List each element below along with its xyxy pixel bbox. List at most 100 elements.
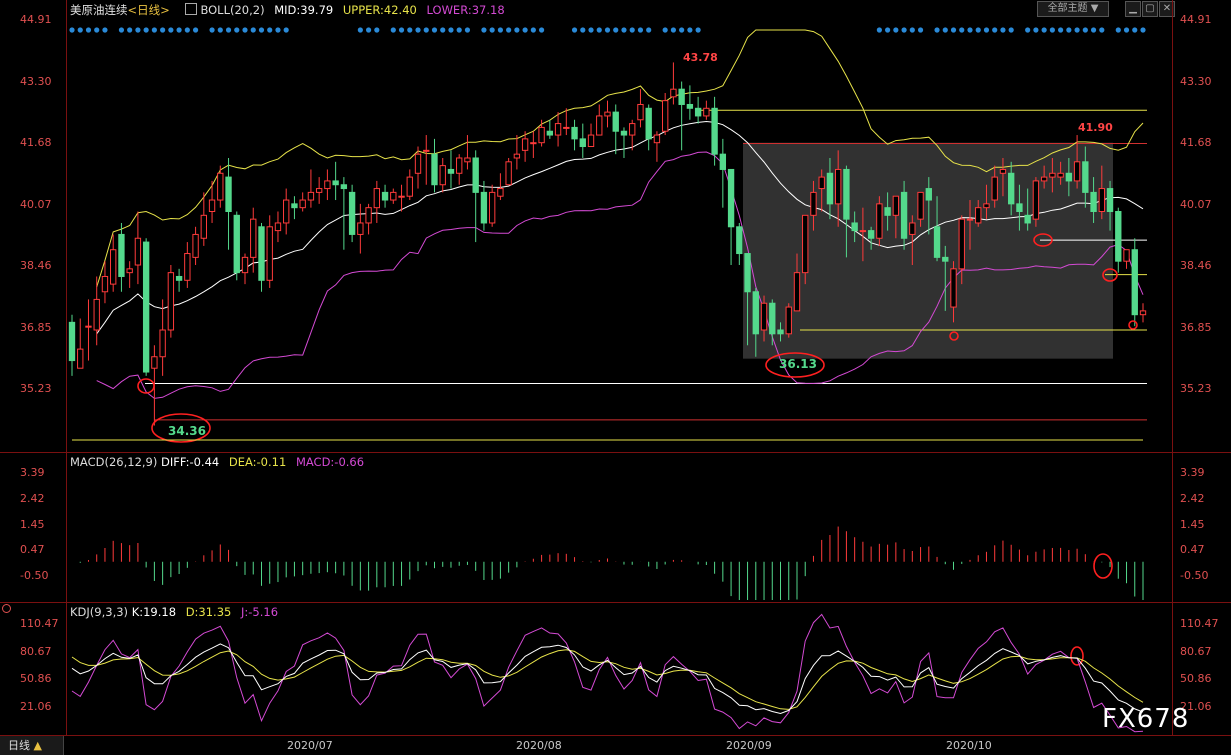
candle	[876, 196, 883, 246]
candle-body	[332, 180, 339, 186]
candle	[917, 191, 924, 227]
candle-body	[950, 268, 957, 308]
candle	[752, 287, 759, 357]
signal-dot	[431, 27, 438, 33]
candle	[661, 93, 669, 136]
candle-body	[1065, 172, 1073, 182]
candle-body	[266, 226, 273, 281]
signal-dot	[604, 27, 611, 33]
candle	[1073, 135, 1081, 189]
candle-body	[975, 207, 982, 224]
candle-body	[563, 126, 570, 129]
candle	[612, 104, 619, 155]
candle-body	[505, 161, 512, 186]
signal-dot	[1025, 27, 1031, 33]
kdj-j-line	[71, 613, 1144, 733]
candle-body	[250, 218, 257, 258]
signal-dot	[365, 27, 372, 33]
candle-body	[1032, 180, 1040, 220]
candle-body	[414, 153, 422, 174]
candle-body	[884, 207, 891, 216]
candle-body	[1082, 161, 1089, 193]
candle	[1049, 157, 1056, 193]
candle	[348, 184, 356, 243]
boll-lower-line	[96, 151, 1144, 399]
candle-body	[1024, 214, 1031, 224]
signal-dot	[192, 27, 199, 33]
candle	[480, 180, 488, 231]
period-tab[interactable]: 日线 ▲	[0, 736, 64, 755]
close-icon: ✕	[1162, 3, 1172, 14]
candle-body	[670, 88, 677, 98]
signal-dot	[242, 27, 248, 33]
candle-body	[447, 168, 455, 174]
candle-body	[1016, 203, 1023, 212]
signal-dot	[1140, 27, 1146, 33]
theme-selector[interactable]: 全部主题 ▼	[1037, 1, 1109, 17]
candle-body	[233, 214, 240, 274]
candle-body	[554, 123, 562, 136]
signal-dot	[1132, 27, 1138, 33]
candle	[834, 150, 842, 227]
candle	[258, 222, 265, 292]
candle-body	[1115, 210, 1122, 262]
candle	[291, 196, 298, 220]
signal-dot	[423, 27, 429, 33]
candle	[843, 165, 850, 258]
candle	[950, 261, 957, 323]
marker-ellipse-low1	[151, 413, 211, 443]
candle	[439, 157, 446, 193]
signal-dot	[77, 27, 83, 33]
candle-body	[68, 321, 76, 362]
candle	[299, 192, 306, 212]
signal-dot	[1033, 27, 1039, 33]
signal-dot	[967, 27, 973, 33]
signal-dot	[1000, 27, 1006, 33]
restore-button[interactable]: ▢	[1142, 1, 1158, 17]
candle-body	[752, 291, 759, 335]
candle-body	[464, 157, 471, 163]
candle-body	[876, 203, 883, 239]
kdj-k: K:19.18	[131, 605, 177, 619]
candle-body	[1131, 249, 1138, 316]
candle-body	[184, 253, 191, 281]
candle-body	[703, 107, 710, 117]
candle	[1057, 161, 1064, 185]
signal-dot	[1058, 27, 1064, 33]
marker-circle-level	[1033, 233, 1053, 247]
candle	[357, 203, 364, 254]
boll-name: BOLL(20,2)	[200, 3, 265, 17]
signal-dot	[415, 27, 421, 33]
candle	[118, 222, 125, 292]
restore-icon: ▢	[1145, 3, 1155, 14]
signal-dot	[407, 27, 413, 33]
candle	[110, 234, 117, 292]
candle-body	[1057, 172, 1064, 178]
signal-dot	[901, 27, 907, 33]
signal-dot	[1074, 27, 1080, 33]
period-label[interactable]: <日线>	[127, 3, 170, 17]
candle	[390, 188, 397, 204]
candle-body	[398, 195, 405, 198]
candle	[777, 322, 784, 342]
signal-dot	[127, 27, 133, 33]
candle	[678, 81, 685, 151]
candle-body	[843, 168, 850, 220]
candle-body	[983, 203, 990, 209]
close-button[interactable]: ✕	[1159, 1, 1175, 17]
period-tab-arrow-icon: ▲	[33, 739, 42, 752]
signal-dot	[283, 27, 289, 33]
signal-dot	[1049, 27, 1055, 33]
candle	[785, 303, 792, 338]
kdj-tick-l: 50.86	[20, 672, 52, 686]
candle	[1065, 157, 1073, 197]
candle	[793, 253, 801, 312]
annotation-low1: 34.36	[168, 424, 206, 438]
candle	[142, 238, 150, 376]
signal-dot	[94, 27, 100, 33]
minimize-button[interactable]: ▁	[1125, 1, 1141, 17]
signal-dot	[662, 27, 668, 33]
signal-dot	[143, 27, 149, 33]
signal-dot	[1066, 27, 1072, 33]
